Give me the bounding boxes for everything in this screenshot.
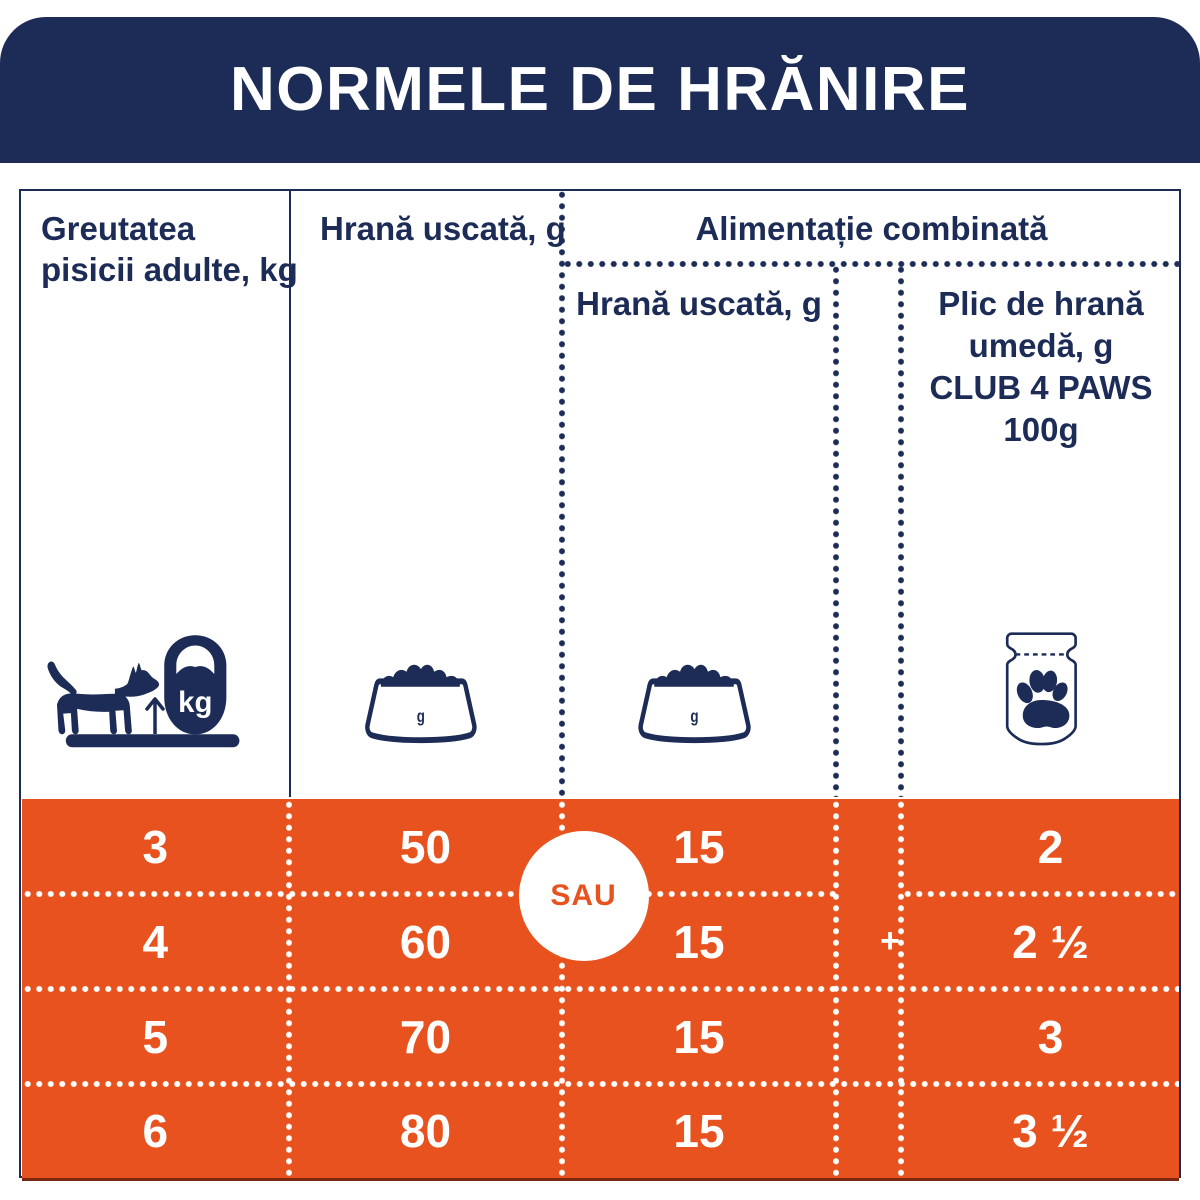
svg-text:g: g bbox=[417, 707, 425, 726]
svg-text:g: g bbox=[690, 707, 698, 726]
svg-text:kg: kg bbox=[178, 686, 212, 719]
